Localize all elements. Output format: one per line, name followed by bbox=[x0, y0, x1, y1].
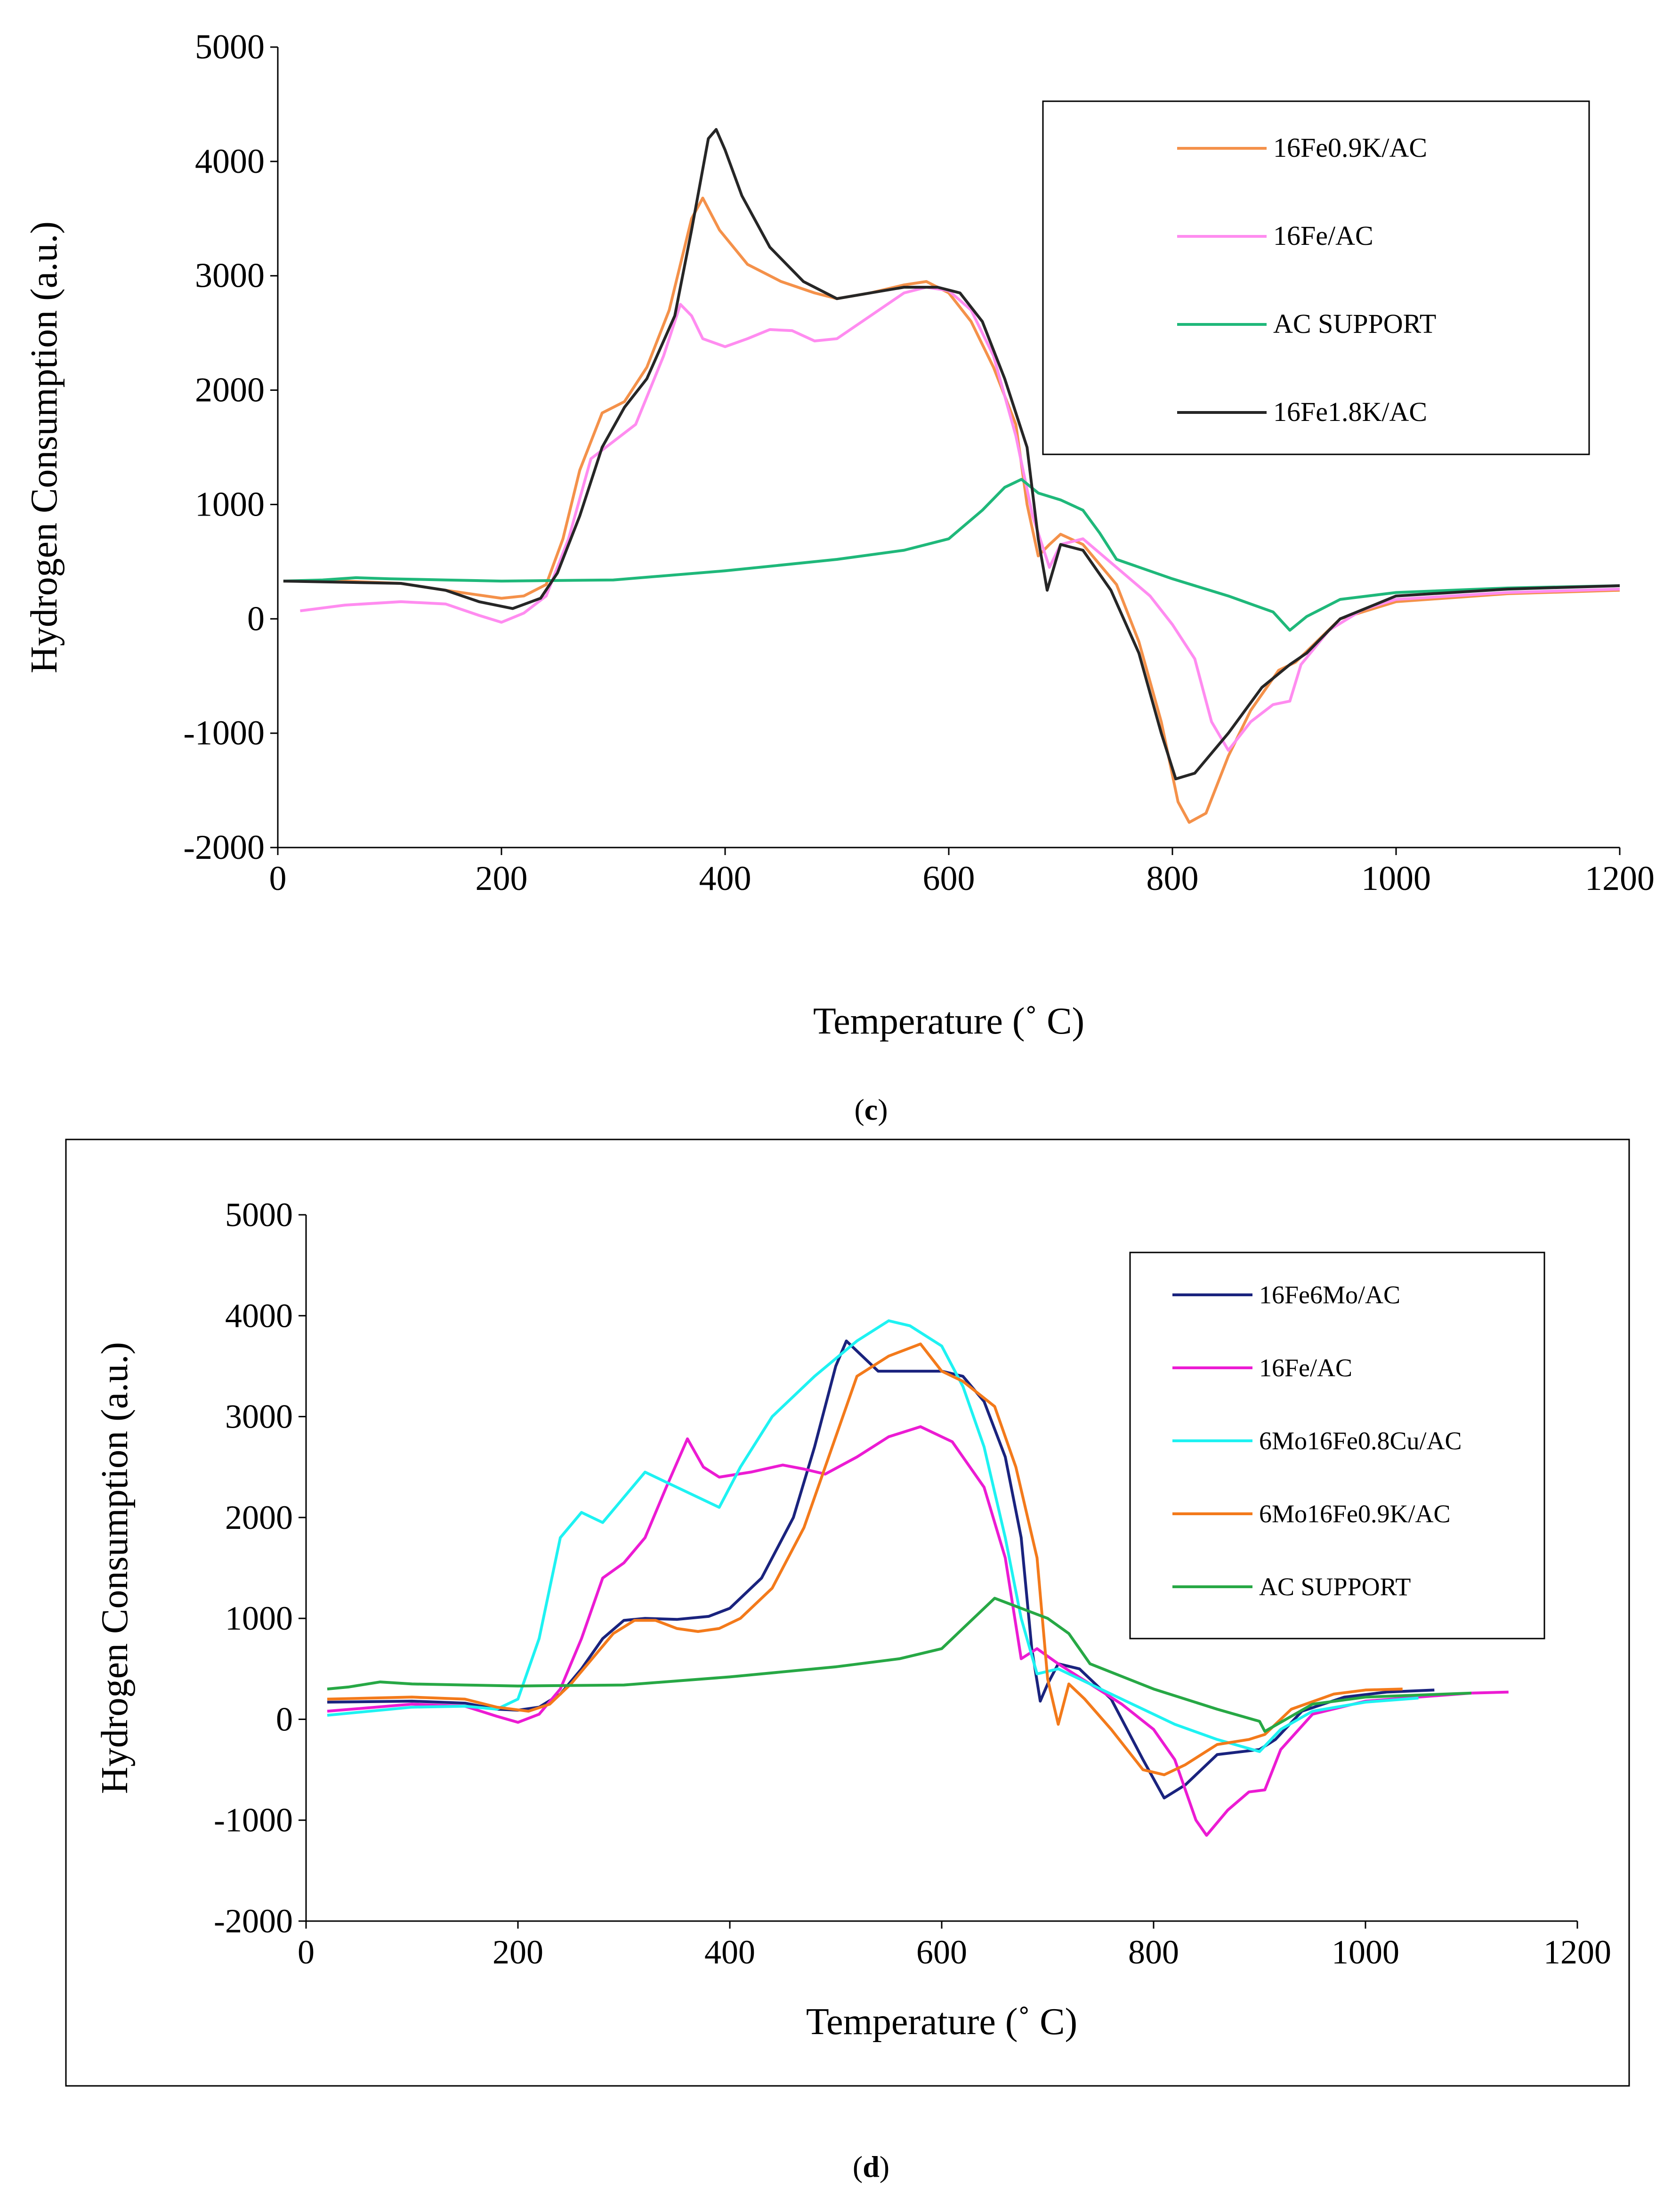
c-y-tick-label: 1000 bbox=[195, 485, 265, 524]
c-legend-box bbox=[1042, 100, 1590, 455]
c-y-tick-label: -1000 bbox=[183, 714, 265, 752]
c-x-tick-label: 1200 bbox=[1585, 859, 1655, 898]
d-y-tick-label: 1000 bbox=[225, 1599, 293, 1637]
c-x-tick-label: 0 bbox=[269, 859, 287, 898]
panel-label-c: (c) bbox=[854, 1093, 888, 1126]
c-y-tick-label: 4000 bbox=[195, 142, 265, 181]
d-y-tick-label: 3000 bbox=[225, 1398, 293, 1436]
c-legend-label: 16Fe0.9K/AC bbox=[1273, 132, 1427, 163]
d-x-tick-label: 600 bbox=[916, 1933, 967, 1971]
panel-label-d: (d) bbox=[852, 2150, 890, 2183]
c-x-axis-label: Temperature (˚ C) bbox=[813, 1001, 1084, 1042]
d-y-tick-label: -2000 bbox=[214, 1902, 293, 1940]
c-series-line-4 bbox=[283, 128, 1620, 781]
d-x-tick-label: 200 bbox=[493, 1933, 543, 1971]
d-legend-label: AC SUPPORT bbox=[1259, 1573, 1411, 1601]
d-legend-label: 16Fe/AC bbox=[1259, 1354, 1352, 1382]
d-x-tick-label: 400 bbox=[704, 1933, 755, 1971]
c-y-tick-label: 3000 bbox=[195, 257, 265, 295]
c-y-axis-label: Hydrogen Consumption (a.u.) bbox=[24, 221, 65, 673]
c-x-tick-label: 200 bbox=[476, 859, 528, 898]
d-y-tick-label: 5000 bbox=[225, 1196, 293, 1234]
c-y-tick-label: 5000 bbox=[195, 28, 265, 66]
chart-c-plot: -2000 -1000 0 1000 2000 3000 4000 5000 0 200 400 60… bbox=[24, 28, 1655, 1042]
d-x-axis-label: Temperature (˚ C) bbox=[806, 2001, 1077, 2043]
chart-c: -2000 -1000 0 1000 2000 3000 4000 5000 0 200 400 60… bbox=[24, 28, 1655, 1042]
c-x-tick-label: 800 bbox=[1147, 859, 1199, 898]
d-legend-box bbox=[1129, 1252, 1545, 1640]
c-legend-label: 16Fe1.8K/AC bbox=[1273, 396, 1427, 427]
d-legend-label: 16Fe6Mo/AC bbox=[1259, 1281, 1400, 1309]
d-legend-label: 6Mo16Fe0.9K/AC bbox=[1259, 1500, 1451, 1528]
c-y-tick-label: 2000 bbox=[195, 371, 265, 410]
d-y-axis-label: Hydrogen Consumption (a.u.) bbox=[94, 1342, 136, 1794]
c-y-tick-label: 0 bbox=[247, 599, 265, 638]
d-y-tick-label: 2000 bbox=[225, 1499, 293, 1536]
d-x-tick-label: 1000 bbox=[1332, 1933, 1399, 1971]
d-legend-label: 6Mo16Fe0.8Cu/AC bbox=[1259, 1427, 1462, 1455]
d-y-tick-label: 0 bbox=[276, 1700, 293, 1738]
c-series-line-3 bbox=[283, 478, 1620, 632]
d-x-tick-label: 0 bbox=[298, 1933, 315, 1971]
chart-d-plot: -2000 -1000 0 1000 2000 3000 4000 5000 0 200 400 60… bbox=[94, 1196, 1611, 2043]
d-y-tick-label: 4000 bbox=[225, 1297, 293, 1334]
d-series-line-2 bbox=[327, 1425, 1509, 1837]
c-series-line-2 bbox=[300, 286, 1620, 752]
chart-d: -2000 -1000 0 1000 2000 3000 4000 5000 0 200 400 60… bbox=[65, 1139, 1630, 2087]
c-y-tick-label: -2000 bbox=[183, 828, 265, 867]
c-x-tick-label: 1000 bbox=[1361, 859, 1431, 898]
c-legend-label: 16Fe/AC bbox=[1273, 220, 1373, 251]
d-series-line-5 bbox=[327, 1597, 1472, 1733]
d-series-line-3 bbox=[327, 1319, 1419, 1753]
chart-d-frame bbox=[65, 1139, 1630, 2087]
c-x-tick-label: 400 bbox=[699, 859, 751, 898]
d-series-line-4 bbox=[327, 1342, 1403, 1777]
d-series-line-1 bbox=[327, 1339, 1435, 1800]
d-y-tick-label: -1000 bbox=[214, 1801, 293, 1839]
d-x-tick-label: 1200 bbox=[1543, 1933, 1611, 1971]
c-x-tick-label: 600 bbox=[923, 859, 975, 898]
d-x-tick-label: 800 bbox=[1128, 1933, 1179, 1971]
c-legend-label: AC SUPPORT bbox=[1273, 308, 1436, 339]
